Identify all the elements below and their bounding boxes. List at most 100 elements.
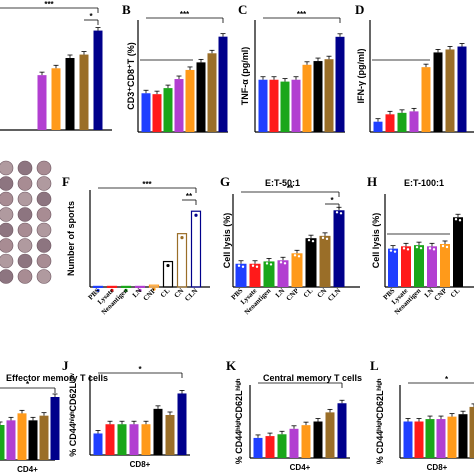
plate-well	[36, 191, 52, 207]
plate-well	[17, 253, 33, 269]
bar-B-1	[152, 94, 162, 132]
bar-B-0	[141, 93, 151, 132]
dot-H-1	[402, 247, 406, 250]
dot-H-2	[415, 245, 419, 249]
tick-label-G-7: CLN	[326, 287, 342, 303]
plate-well	[0, 253, 14, 269]
plate-well	[36, 222, 52, 238]
plate-well	[36, 160, 52, 176]
tick-label-F-5: CL	[159, 287, 172, 300]
bar-F-2	[120, 285, 132, 288]
point-F-0	[96, 288, 100, 292]
plate-well	[17, 191, 33, 207]
plate-well	[17, 238, 33, 253]
bar-I-7	[50, 397, 60, 460]
dot-G-0	[241, 265, 245, 268]
dot-H-5	[458, 219, 462, 222]
bar-L-4	[447, 416, 457, 458]
bar-C-7	[335, 36, 345, 132]
tick-label-H-4: CNP	[433, 286, 449, 302]
bar-G-5	[305, 238, 317, 287]
bar-L-1	[414, 421, 424, 458]
point-F-4	[152, 287, 156, 291]
bar-H-3	[427, 246, 437, 287]
point-F-7	[194, 213, 198, 217]
significance-label: *	[26, 380, 30, 389]
bar-C-3	[291, 79, 301, 132]
y-label-C: TNF-α (pg/ml)	[240, 47, 250, 106]
bar-J-0	[93, 433, 103, 455]
y-label-L: % CD44ʰⁱᵍʰCD62Lʰⁱᵍʰ	[374, 378, 385, 464]
dot-G-7	[339, 212, 343, 215]
significance-label: *	[330, 196, 334, 205]
bar-D-2	[397, 112, 407, 132]
plate-well	[17, 222, 33, 238]
bar-H-4	[440, 243, 450, 287]
bar-L-6	[469, 406, 474, 458]
dot-G-3	[279, 261, 283, 264]
dot-G-5	[311, 239, 315, 243]
bar-J-7	[177, 393, 187, 455]
dot-H-5	[454, 218, 458, 221]
bar-F-5	[162, 260, 174, 288]
title-I: Effector memory T cells	[6, 373, 108, 383]
chart-B: *** CD3⁺CD8⁺T (%)	[126, 10, 228, 133]
bar-L-3	[436, 419, 446, 458]
dot-H-3	[428, 247, 432, 250]
plate-well	[36, 253, 52, 269]
bar-C-2	[280, 81, 290, 132]
panel-label-J: J	[62, 358, 69, 373]
chart-D: IFN-γ (pg/ml)	[356, 20, 474, 133]
significance-label: **	[186, 192, 193, 201]
bar-A-7	[93, 30, 103, 131]
bar-K-1	[265, 436, 275, 458]
plate-well	[36, 176, 52, 191]
title-K: Central memory T cells	[263, 373, 362, 383]
plate-well	[17, 269, 33, 284]
plate-well	[0, 269, 14, 284]
bar-C-4	[302, 64, 312, 132]
dot-H-0	[389, 249, 393, 252]
bar-B-3	[174, 79, 184, 132]
y-label-D: IFN-γ (pg/ml)	[356, 49, 366, 104]
bar-G-4	[291, 253, 303, 287]
chart-L: * % CD44ʰⁱᵍʰCD62Lʰⁱᵍʰ CD8+	[374, 375, 474, 472]
dot-H-3	[432, 248, 436, 251]
bar-K-0	[253, 437, 263, 458]
significance-label: **	[287, 184, 294, 193]
plate-well	[0, 191, 14, 207]
bar-F-4	[148, 284, 160, 288]
bar-L-5	[458, 414, 468, 458]
significance-label: ***	[180, 10, 190, 19]
y-label-F: Number of sports	[66, 201, 76, 276]
bar-J-2	[117, 424, 127, 455]
significance-label: *	[89, 12, 93, 21]
plate-well	[17, 160, 33, 176]
bar-J-1	[105, 424, 115, 455]
point-F-3	[138, 288, 142, 292]
panel-label-B: B	[122, 2, 131, 17]
bar-K-4	[301, 425, 311, 458]
chart-C: *** TNF-α (pg/ml)	[240, 10, 345, 133]
bar-F-7	[190, 210, 202, 288]
bar-D-5	[433, 52, 443, 132]
bar-H-1	[401, 246, 411, 287]
bar-C-5	[313, 61, 323, 132]
chart-A: ****	[0, 0, 112, 131]
bar-C-0	[258, 79, 268, 132]
bar-D-1	[385, 114, 395, 132]
bar-G-6	[319, 235, 331, 287]
bar-G-1	[249, 263, 261, 287]
plate-image	[0, 158, 54, 288]
dot-H-4	[445, 245, 449, 249]
dot-H-2	[419, 246, 423, 250]
bar-I-4	[17, 413, 27, 460]
bar-J-3	[129, 424, 139, 455]
bar-D-7	[457, 46, 467, 132]
bar-I-2	[0, 425, 5, 460]
bar-D-4	[421, 67, 431, 132]
panel-label-K: K	[226, 358, 237, 373]
significance-label: *	[138, 365, 142, 374]
bar-H-0	[388, 248, 398, 287]
